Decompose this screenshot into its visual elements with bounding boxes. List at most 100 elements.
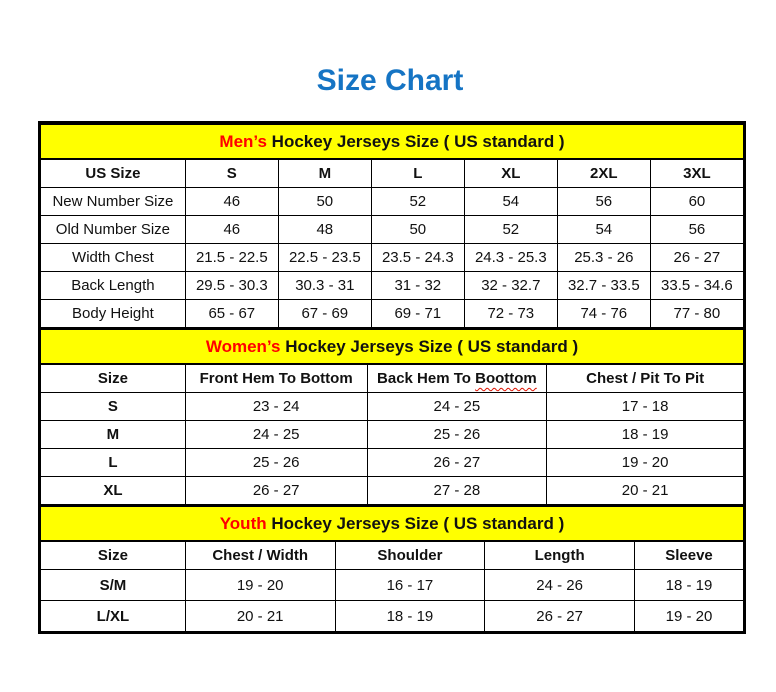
value-cell: 54 bbox=[556, 215, 651, 244]
value-cell: 22.5 - 23.5 bbox=[277, 243, 372, 272]
table-row: S/M 19 - 20 16 - 17 24 - 26 18 - 19 bbox=[40, 569, 744, 601]
value-cell: 19 - 20 bbox=[634, 600, 744, 632]
value-cell: 65 - 67 bbox=[184, 299, 279, 328]
womens-band-text: Hockey Jerseys Size ( US standard ) bbox=[280, 336, 579, 356]
value-cell: 18 - 19 bbox=[334, 600, 486, 632]
value-cell: 52 bbox=[370, 187, 465, 216]
table-row: L/XL 20 - 21 18 - 19 26 - 27 19 - 20 bbox=[40, 600, 744, 632]
row-label: Back Length bbox=[40, 271, 186, 300]
value-cell: 26 - 27 bbox=[484, 600, 636, 632]
womens-highlight-word: Women’s bbox=[205, 336, 281, 356]
row-label: XL bbox=[40, 476, 186, 505]
table-row: S 23 - 24 24 - 25 17 - 18 bbox=[40, 392, 744, 421]
column-header: Chest / Pit To Pit bbox=[546, 363, 744, 393]
mens-size-table: Men’s Hockey Jerseys Size ( US standard … bbox=[40, 123, 745, 328]
column-header: S bbox=[184, 158, 279, 188]
youth-size-table: Youth Hockey Jerseys Size ( US standard … bbox=[40, 505, 744, 632]
value-cell: 46 bbox=[184, 215, 279, 244]
header-row: Size Chest / Width Shoulder Length Sleeve bbox=[40, 540, 744, 570]
value-cell: 23.5 - 24.3 bbox=[370, 243, 465, 272]
column-header: XL bbox=[463, 158, 558, 188]
value-cell: 26 - 27 bbox=[184, 476, 368, 505]
value-cell: 24 - 25 bbox=[366, 392, 548, 421]
mens-band-row: Men’s Hockey Jerseys Size ( US standard … bbox=[40, 123, 744, 160]
value-cell: 24.3 - 25.3 bbox=[463, 243, 558, 272]
column-header: 3XL bbox=[649, 158, 745, 188]
column-header: Chest / Width bbox=[184, 540, 336, 570]
column-header: Size bbox=[40, 363, 186, 393]
value-cell: 50 bbox=[370, 215, 465, 244]
value-cell: 20 - 21 bbox=[184, 600, 336, 632]
value-cell: 50 bbox=[277, 187, 372, 216]
value-cell: 60 bbox=[649, 187, 745, 216]
header-row: Size Front Hem To Bottom Back Hem To Boott… bbox=[40, 363, 744, 393]
column-header: Sleeve bbox=[634, 540, 744, 570]
column-header: Shoulder bbox=[334, 540, 486, 570]
table-row: New Number Size 46 50 52 54 56 60 bbox=[40, 187, 745, 216]
row-label: M bbox=[40, 420, 186, 449]
table-row: Old Number Size 46 48 50 52 54 56 bbox=[40, 215, 745, 244]
column-header: 2XL bbox=[556, 158, 651, 188]
value-cell: 27 - 28 bbox=[366, 476, 548, 505]
youth-band-row: Youth Hockey Jerseys Size ( US standard … bbox=[40, 505, 744, 542]
womens-section-header: Women’s Hockey Jerseys Size ( US standar… bbox=[40, 328, 744, 365]
youth-section-header: Youth Hockey Jerseys Size ( US standard … bbox=[40, 505, 744, 542]
value-cell: 21.5 - 22.5 bbox=[184, 243, 279, 272]
value-cell: 56 bbox=[556, 187, 651, 216]
row-label: S bbox=[40, 392, 186, 421]
value-cell: 25.3 - 26 bbox=[556, 243, 651, 272]
value-cell: 48 bbox=[277, 215, 372, 244]
value-cell: 69 - 71 bbox=[370, 299, 465, 328]
header-row: US Size S M L XL 2XL 3XL bbox=[40, 158, 745, 188]
value-cell: 18 - 19 bbox=[634, 569, 744, 601]
table-row: L 25 - 26 26 - 27 19 - 20 bbox=[40, 448, 744, 477]
value-cell: 16 - 17 bbox=[334, 569, 486, 601]
value-cell: 67 - 69 bbox=[277, 299, 372, 328]
youth-band-text: Hockey Jerseys Size ( US standard ) bbox=[266, 513, 565, 533]
value-cell: 19 - 20 bbox=[546, 448, 744, 477]
value-cell: 24 - 25 bbox=[184, 420, 368, 449]
womens-band-row: Women’s Hockey Jerseys Size ( US standar… bbox=[40, 328, 744, 365]
value-cell: 74 - 76 bbox=[556, 299, 651, 328]
value-cell: 19 - 20 bbox=[184, 569, 336, 601]
value-cell: 26 - 27 bbox=[366, 448, 548, 477]
value-cell: 25 - 26 bbox=[184, 448, 368, 477]
value-cell: 54 bbox=[463, 187, 558, 216]
value-cell: 24 - 26 bbox=[484, 569, 636, 601]
value-cell: 30.3 - 31 bbox=[277, 271, 372, 300]
table-row: Body Height 65 - 67 67 - 69 69 - 71 72 - 73 7… bbox=[40, 299, 745, 328]
value-cell: 17 - 18 bbox=[546, 392, 744, 421]
column-header: Size bbox=[40, 540, 186, 570]
row-label: Width Chest bbox=[40, 243, 186, 272]
table-row: Back Length 29.5 - 30.3 30.3 - 31 31 - 32 32… bbox=[40, 271, 745, 300]
row-label: Body Height bbox=[40, 299, 186, 328]
value-cell: 29.5 - 30.3 bbox=[184, 271, 279, 300]
column-header: Front Hem To Bottom bbox=[184, 363, 368, 393]
value-cell: 72 - 73 bbox=[463, 299, 558, 328]
value-cell: 46 bbox=[184, 187, 279, 216]
value-cell: 32 - 32.7 bbox=[463, 271, 558, 300]
value-cell: 32.7 - 33.5 bbox=[556, 271, 651, 300]
column-header: L bbox=[370, 158, 465, 188]
mens-section-header: Men’s Hockey Jerseys Size ( US standard … bbox=[40, 123, 744, 160]
value-cell: 31 - 32 bbox=[370, 271, 465, 300]
youth-highlight-word: Youth bbox=[219, 513, 267, 533]
value-cell: 20 - 21 bbox=[546, 476, 744, 505]
table-row: M 24 - 25 25 - 26 18 - 19 bbox=[40, 420, 744, 449]
row-label: S/M bbox=[40, 569, 186, 601]
value-cell: 33.5 - 34.6 bbox=[649, 271, 745, 300]
mens-highlight-word: Men’s bbox=[219, 131, 267, 151]
page-title: Size Chart bbox=[316, 64, 464, 97]
row-label: L bbox=[40, 448, 186, 477]
value-cell: 18 - 19 bbox=[546, 420, 744, 449]
value-cell: 25 - 26 bbox=[366, 420, 548, 449]
table-row: Width Chest 21.5 - 22.5 22.5 - 23.5 23.5 - … bbox=[40, 243, 745, 272]
column-header: Length bbox=[484, 540, 636, 570]
column-header: Back Hem To Boottom bbox=[366, 363, 548, 393]
womens-size-table: Women’s Hockey Jerseys Size ( US standar… bbox=[40, 328, 744, 505]
column-header: M bbox=[277, 158, 372, 188]
row-label: Old Number Size bbox=[40, 215, 186, 244]
misspelled-word-squiggle: Boottom bbox=[475, 370, 537, 387]
size-chart-sheet: Men’s Hockey Jerseys Size ( US standard … bbox=[38, 121, 746, 634]
row-label: L/XL bbox=[40, 600, 186, 632]
